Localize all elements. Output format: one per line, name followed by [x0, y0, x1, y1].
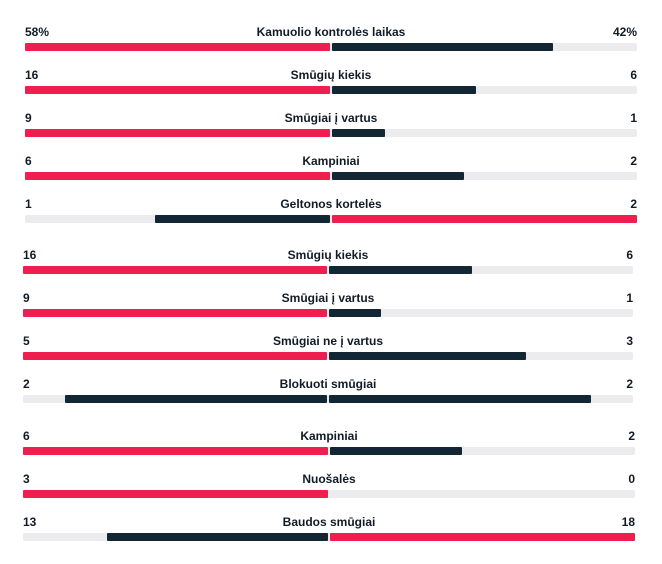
stat-track	[23, 309, 633, 317]
stat-track	[25, 43, 637, 51]
home-value: 13	[23, 515, 37, 529]
stat-row-summary-0: 58% Kamuolio kontrolės laikas 42%	[25, 25, 637, 55]
home-bar	[25, 43, 330, 51]
stat-row-other-0: 6 Kampiniai 2	[23, 429, 635, 459]
stat-row-shots-2: 5 Smūgiai ne į vartus 3	[23, 334, 633, 364]
stat-label: Smūgiai ne į vartus	[272, 334, 384, 348]
stat-row-other-1: 3 Nuošalės 0	[23, 472, 635, 502]
away-value: 6	[630, 68, 637, 82]
away-value: 3	[626, 334, 633, 348]
stat-track	[25, 172, 637, 180]
home-bar	[25, 129, 330, 137]
stat-track	[25, 215, 637, 223]
home-bar	[25, 86, 330, 94]
stat-label: Kampiniai	[300, 429, 358, 443]
stat-label: Kamuolio kontrolės laikas	[256, 25, 406, 39]
home-value: 16	[23, 248, 37, 262]
home-bar	[107, 533, 328, 541]
stat-row-summary-2: 9 Smūgiai į vartus 1	[25, 111, 637, 141]
home-value: 58%	[25, 25, 50, 39]
away-value: 2	[630, 154, 637, 168]
stat-track	[25, 86, 637, 94]
home-value: 5	[23, 334, 30, 348]
away-bar	[332, 215, 637, 223]
home-value: 1	[25, 197, 32, 211]
away-bar	[332, 86, 476, 94]
away-value: 2	[626, 377, 633, 391]
stat-label: Smūgiai į vartus	[284, 111, 378, 125]
stat-label: Smūgiai į vartus	[281, 291, 375, 305]
away-value: 6	[626, 248, 633, 262]
home-bar	[23, 447, 328, 455]
stat-row-summary-3: 6 Kampiniai 2	[25, 154, 637, 184]
away-bar	[330, 533, 635, 541]
stat-track	[23, 266, 633, 274]
away-bar	[330, 447, 462, 455]
stat-track	[23, 490, 635, 498]
stat-track	[23, 395, 633, 403]
away-bar	[332, 129, 385, 137]
home-value: 2	[23, 377, 30, 391]
home-value: 16	[25, 68, 39, 82]
away-value: 1	[626, 291, 633, 305]
stat-label: Smūgių kiekis	[287, 248, 369, 262]
stat-row-summary-1: 16 Smūgių kiekis 6	[25, 68, 637, 98]
home-bar	[64, 395, 327, 403]
away-bar	[329, 266, 473, 274]
stat-row-other-2: 13 Baudos smūgiai 18	[23, 515, 635, 545]
stat-track	[25, 129, 637, 137]
stat-label: Nuošalės	[302, 472, 356, 486]
home-value: 3	[23, 472, 30, 486]
away-bar	[329, 352, 526, 360]
home-bar	[23, 309, 327, 317]
away-value: 0	[628, 472, 635, 486]
stat-label: Blokuoti smūgiai	[279, 377, 377, 391]
home-value: 9	[23, 291, 30, 305]
stat-row-shots-0: 16 Smūgių kiekis 6	[23, 248, 633, 278]
home-bar	[23, 266, 327, 274]
stat-label: Kampiniai	[302, 154, 360, 168]
stat-row-shots-3: 2 Blokuoti smūgiai 2	[23, 377, 633, 407]
home-bar	[23, 352, 327, 360]
away-value: 1	[630, 111, 637, 125]
home-bar	[25, 172, 330, 180]
home-value: 9	[25, 111, 32, 125]
away-value: 18	[621, 515, 635, 529]
away-bar	[329, 395, 592, 403]
away-value: 2	[630, 197, 637, 211]
home-value: 6	[25, 154, 32, 168]
stat-row-summary-4: 1 Geltonos kortelės 2	[25, 197, 637, 227]
home-bar	[154, 215, 330, 223]
away-bar	[329, 309, 382, 317]
away-bar	[332, 172, 464, 180]
stat-label: Geltonos kortelės	[280, 197, 382, 211]
stat-label: Smūgių kiekis	[290, 68, 372, 82]
stat-track	[23, 352, 633, 360]
away-value: 42%	[612, 25, 637, 39]
home-value: 6	[23, 429, 30, 443]
home-bar	[23, 490, 328, 498]
stat-label: Baudos smūgiai	[282, 515, 376, 529]
away-bar	[332, 43, 554, 51]
stat-row-shots-1: 9 Smūgiai į vartus 1	[23, 291, 633, 321]
away-value: 2	[628, 429, 635, 443]
stat-track	[23, 447, 635, 455]
stat-track	[23, 533, 635, 541]
